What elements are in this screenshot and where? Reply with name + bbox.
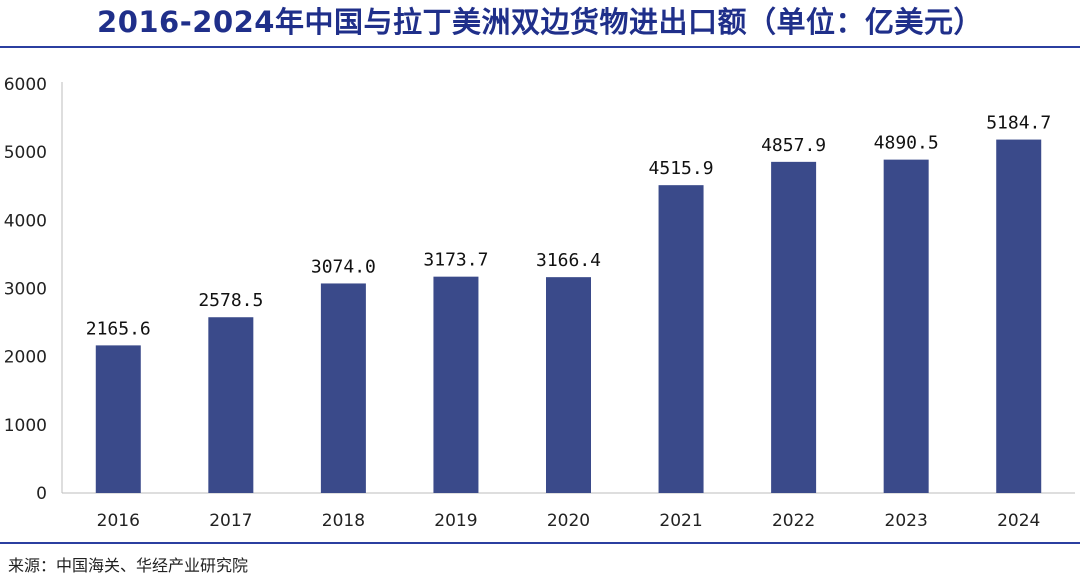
bar bbox=[658, 185, 704, 494]
y-tick-label: 3000 bbox=[4, 280, 47, 300]
y-tick-label: 6000 bbox=[4, 75, 47, 95]
x-tick-label: 2024 bbox=[997, 511, 1040, 531]
bar bbox=[433, 276, 479, 493]
bar bbox=[95, 345, 141, 493]
bar bbox=[208, 317, 254, 493]
y-tick-label: 0 bbox=[36, 484, 47, 504]
data-label: 4857.9 bbox=[761, 135, 826, 156]
x-tick-label: 2017 bbox=[209, 511, 252, 531]
data-label: 4890.5 bbox=[874, 133, 939, 154]
bar bbox=[883, 159, 929, 493]
x-tick-label: 2021 bbox=[659, 511, 702, 531]
data-label: 3166.4 bbox=[536, 250, 601, 271]
x-tick-label: 2020 bbox=[547, 511, 590, 531]
data-label: 3173.7 bbox=[423, 250, 488, 271]
data-label: 3074.0 bbox=[311, 256, 376, 277]
chart-title: 2016-2024年中国与拉丁美洲双边货物进出口额（单位：亿美元） bbox=[97, 5, 983, 39]
data-label: 4515.9 bbox=[649, 158, 714, 179]
title-divider bbox=[0, 46, 1080, 48]
data-label: 5184.7 bbox=[986, 113, 1051, 134]
x-tick-label: 2022 bbox=[772, 511, 815, 531]
x-tick-label: 2019 bbox=[434, 511, 477, 531]
x-tick-label: 2023 bbox=[885, 511, 928, 531]
bar bbox=[546, 277, 591, 493]
bar bbox=[320, 283, 366, 493]
y-tick-label: 2000 bbox=[4, 348, 47, 368]
data-label: 2165.6 bbox=[86, 318, 151, 339]
bar bbox=[996, 139, 1042, 493]
x-tick-label: 2018 bbox=[322, 511, 365, 531]
bar bbox=[771, 161, 817, 493]
x-tick-label: 2016 bbox=[97, 511, 140, 531]
y-tick-label: 5000 bbox=[4, 143, 47, 163]
data-label: 2578.5 bbox=[198, 290, 263, 311]
y-tick-label: 4000 bbox=[4, 211, 47, 231]
bar-chart: 0 1000 2000 3000 4000 5000 6000 2165.6 2016 2578.… bbox=[4, 75, 1075, 531]
y-tick-label: 1000 bbox=[4, 416, 47, 436]
source-note: 来源：中国海关、华经产业研究院 bbox=[8, 556, 249, 575]
footer-divider bbox=[0, 542, 1080, 544]
